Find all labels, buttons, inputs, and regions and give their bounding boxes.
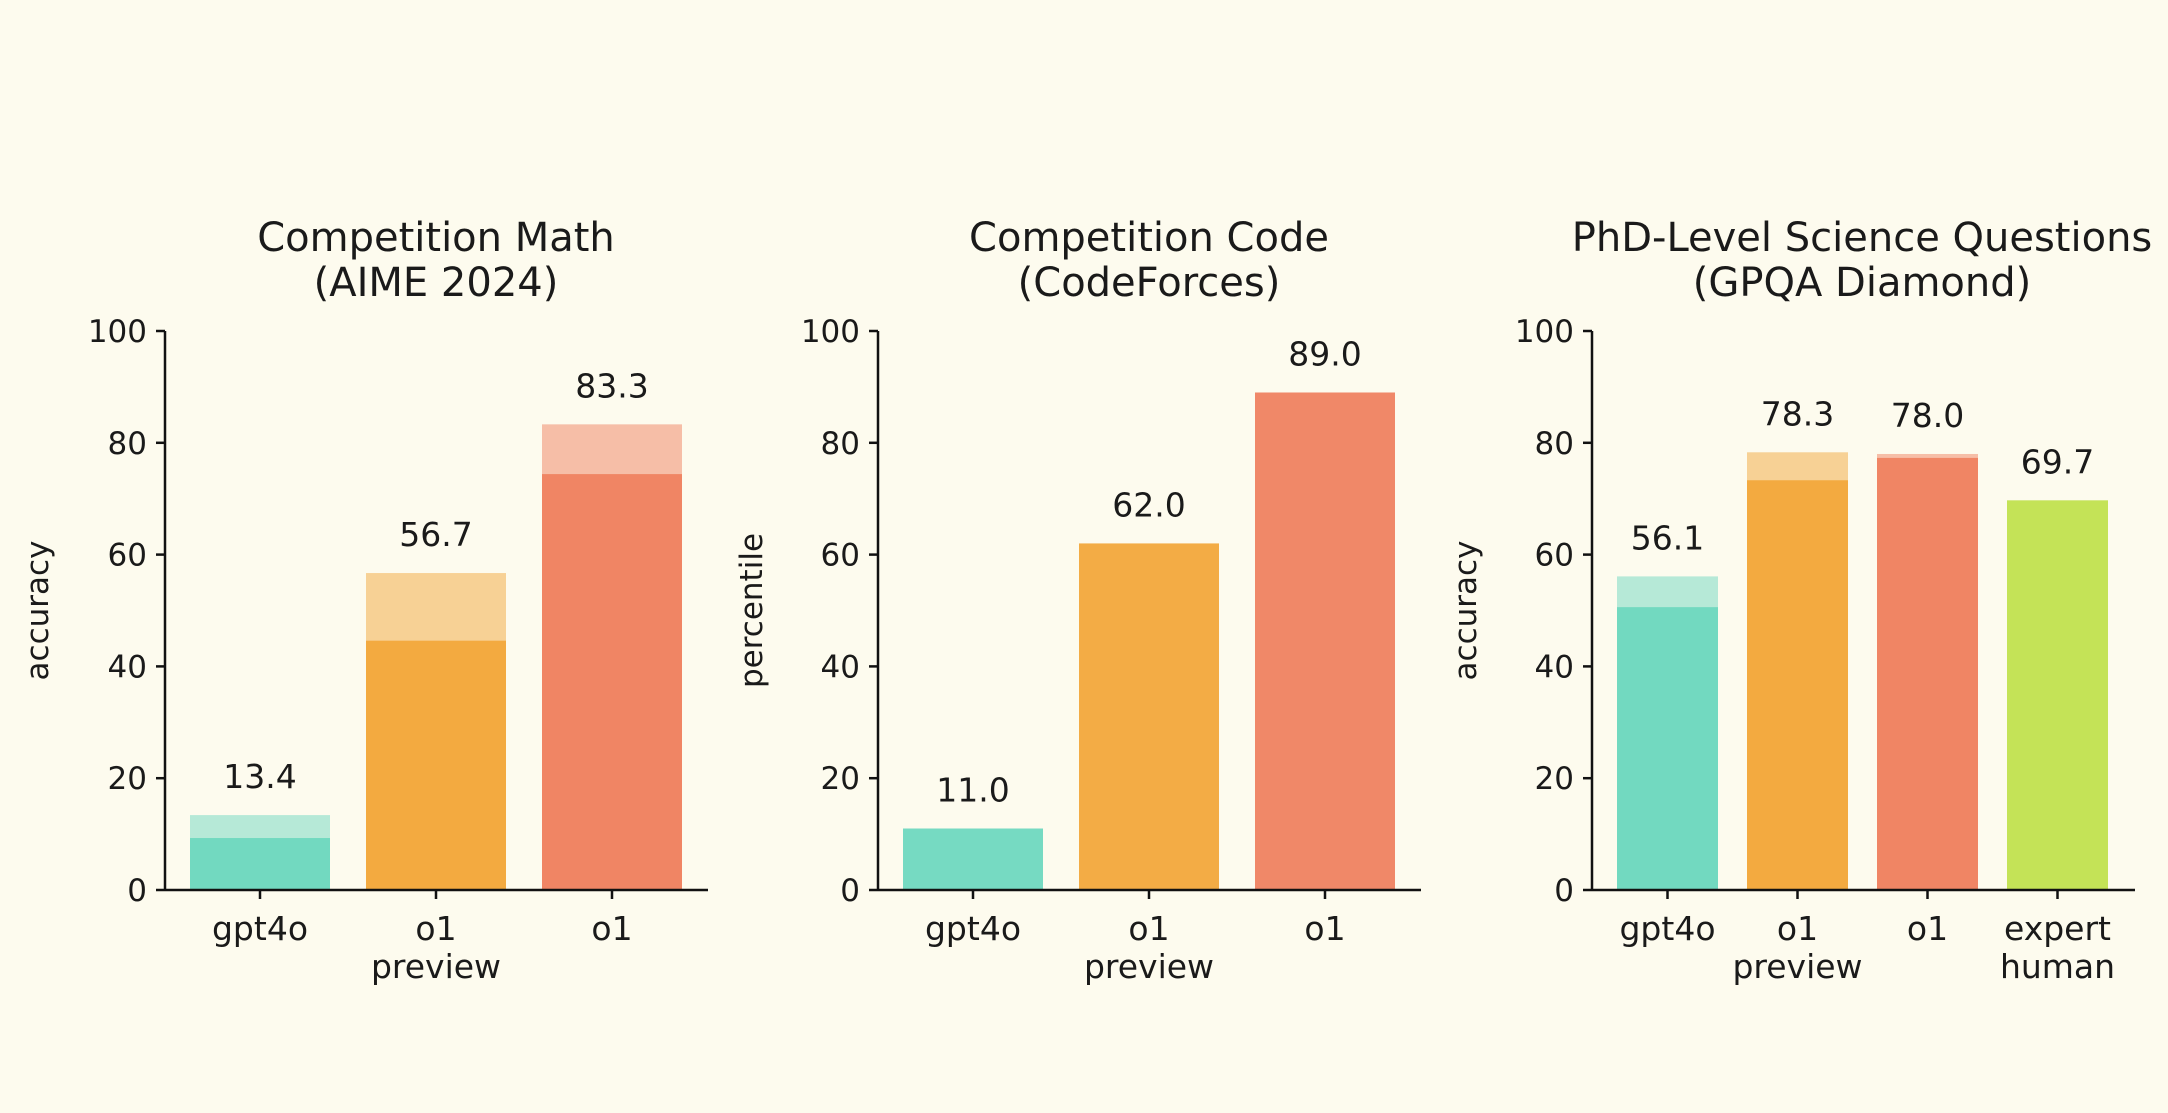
bar-o1-preview — [1079, 543, 1219, 890]
y-tick-label: 80 — [1535, 426, 1574, 462]
bar-o1-preview — [1747, 480, 1848, 890]
bar-o1 — [542, 474, 682, 890]
y-tick-label: 20 — [821, 761, 860, 797]
y-axis-label: percentile — [734, 533, 770, 688]
y-tick-label: 80 — [108, 426, 147, 462]
x-tick-label: o1 — [591, 909, 632, 948]
y-tick-label: 0 — [840, 873, 860, 909]
x-tick-label: o1 — [1128, 909, 1169, 948]
bar-expert-human — [2007, 500, 2108, 890]
y-tick-label: 40 — [821, 649, 860, 685]
value-label: 69.7 — [2021, 442, 2094, 481]
chart-title-line: Competition Math — [257, 215, 615, 261]
y-tick-label: 100 — [801, 314, 860, 350]
value-label: 89.0 — [1288, 334, 1361, 373]
chart-panel-3: PhD-Level Science Questions(GPQA Diamond… — [1448, 215, 2152, 986]
x-tick-label: preview — [371, 947, 501, 986]
value-label: 56.1 — [1631, 518, 1704, 557]
y-tick-label: 0 — [127, 873, 147, 909]
y-tick-label: 100 — [1515, 314, 1574, 350]
x-tick-label: gpt4o — [212, 909, 308, 948]
chart-title-line: PhD-Level Science Questions — [1572, 215, 2153, 261]
x-tick-label: gpt4o — [1619, 909, 1715, 948]
bar-gpt4o — [1617, 607, 1718, 890]
y-axis-label: accuracy — [20, 541, 56, 681]
x-tick-label: preview — [1732, 947, 1862, 986]
value-label: 62.0 — [1112, 485, 1185, 524]
value-label: 83.3 — [575, 366, 648, 405]
y-axis-label: accuracy — [1448, 541, 1484, 681]
value-label: 13.4 — [223, 757, 296, 796]
bar-gpt4o — [190, 838, 330, 890]
y-tick-label: 0 — [1554, 873, 1574, 909]
value-label: 78.3 — [1761, 394, 1834, 433]
bar-gpt4o — [903, 828, 1043, 890]
x-tick-label: o1 — [1777, 909, 1818, 948]
x-tick-label: o1 — [1907, 909, 1948, 948]
y-tick-label: 60 — [108, 538, 147, 574]
y-tick-label: 60 — [821, 538, 860, 574]
y-tick-label: 60 — [1535, 538, 1574, 574]
chart-title-line: (AIME 2024) — [314, 260, 559, 306]
x-tick-label: human — [2000, 947, 2115, 986]
x-tick-label: gpt4o — [925, 909, 1021, 948]
value-label: 56.7 — [399, 515, 472, 554]
chart-title-line: (GPQA Diamond) — [1693, 260, 2032, 306]
x-tick-label: preview — [1084, 947, 1214, 986]
x-tick-label: expert — [2004, 909, 2111, 948]
bar-o1-preview — [366, 640, 506, 890]
bar-o1 — [1877, 457, 1978, 890]
y-tick-label: 100 — [88, 314, 147, 350]
chart-title-line: Competition Code — [969, 215, 1329, 261]
chart-panel-1: Competition Math(AIME 2024) accuracy 13.4 g… — [20, 215, 708, 986]
bar-o1 — [1255, 392, 1395, 890]
y-tick-label: 40 — [108, 649, 147, 685]
chart-title-line: (CodeForces) — [1018, 260, 1281, 306]
y-tick-label: 80 — [821, 426, 860, 462]
value-label: 78.0 — [1891, 396, 1964, 435]
value-label: 11.0 — [936, 771, 1009, 810]
y-tick-label: 40 — [1535, 649, 1574, 685]
y-tick-label: 20 — [1535, 761, 1574, 797]
x-tick-label: o1 — [415, 909, 456, 948]
x-tick-label: o1 — [1304, 909, 1345, 948]
chart-panel-2: Competition Code(CodeForces) percentile 11… — [734, 215, 1421, 986]
y-tick-label: 20 — [108, 761, 147, 797]
